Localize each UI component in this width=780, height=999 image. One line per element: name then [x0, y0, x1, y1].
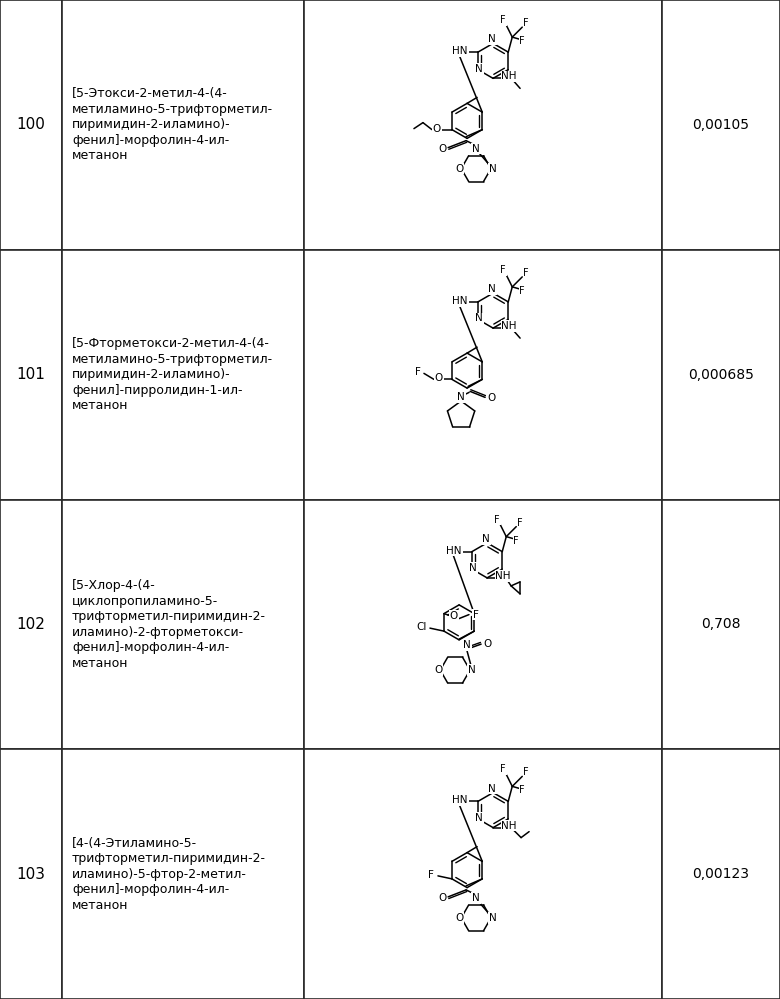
Text: N: N [489, 164, 497, 174]
Text: фенил]-морфолин-4-ил-: фенил]-морфолин-4-ил- [72, 883, 229, 896]
Text: F: F [428, 870, 434, 880]
Text: N: N [489, 913, 497, 923]
Text: F: F [519, 36, 525, 46]
Bar [662, 500, 780, 749]
Text: 100: 100 [16, 117, 45, 133]
Text: N: N [472, 144, 480, 154]
Bar [0, 250, 62, 500]
Text: N: N [463, 640, 471, 650]
Bar [62, 250, 304, 500]
Text: 103: 103 [16, 866, 45, 882]
Text: пиримидин-2-иламино)-: пиримидин-2-иламино)- [72, 118, 231, 132]
Text: N: N [482, 533, 490, 543]
Bar [304, 500, 662, 749]
Text: F: F [523, 268, 529, 278]
Text: O: O [455, 164, 463, 174]
Text: HN: HN [452, 795, 468, 805]
Text: N: N [472, 893, 480, 903]
Bar [62, 500, 304, 749]
Text: F: F [501, 15, 506, 25]
Text: N: N [475, 64, 483, 74]
Text: N: N [475, 314, 483, 324]
Text: F: F [517, 517, 523, 527]
Text: O: O [487, 394, 495, 404]
Text: O: O [433, 124, 441, 134]
Text: [5-Этокси-2-метил-4-(4-: [5-Этокси-2-метил-4-(4- [72, 87, 228, 100]
Bar [304, 250, 662, 500]
Text: O: O [438, 144, 446, 154]
Text: фенил]-морфолин-4-ил-: фенил]-морфолин-4-ил- [72, 641, 229, 654]
Text: F: F [501, 265, 506, 275]
Text: F: F [473, 609, 479, 619]
Text: O: O [455, 913, 463, 923]
Text: метанон: метанон [72, 899, 129, 912]
Text: 0,00105: 0,00105 [693, 118, 750, 132]
Text: [5-Хлор-4-(4-: [5-Хлор-4-(4- [72, 579, 156, 592]
Text: метанон: метанон [72, 400, 129, 413]
Text: O: O [434, 665, 442, 675]
Text: N: N [488, 783, 496, 793]
Bar [662, 749, 780, 999]
Text: HN: HN [446, 545, 462, 555]
Text: F: F [519, 286, 525, 296]
Text: NH: NH [495, 570, 511, 580]
Text: трифторметил-пиримидин-2-: трифторметил-пиримидин-2- [72, 610, 266, 623]
Text: Cl: Cl [417, 622, 427, 632]
Text: F: F [495, 514, 500, 524]
Bar [0, 500, 62, 749]
Text: 101: 101 [16, 367, 45, 383]
Text: трифторметил-пиримидин-2-: трифторметил-пиримидин-2- [72, 852, 266, 865]
Text: NH: NH [502, 71, 517, 81]
Text: [4-(4-Этиламино-5-: [4-(4-Этиламино-5- [72, 836, 197, 849]
Text: N: N [468, 665, 476, 675]
Bar [662, 0, 780, 250]
Bar [62, 749, 304, 999]
Bar [0, 0, 62, 250]
Text: O: O [483, 639, 491, 649]
Text: N: N [488, 34, 496, 44]
Bar [662, 250, 780, 500]
Text: фенил]-пирролидин-1-ил-: фенил]-пирролидин-1-ил- [72, 384, 243, 397]
Text: F: F [519, 785, 525, 795]
Text: F: F [523, 18, 529, 28]
Text: 0,708: 0,708 [701, 617, 741, 631]
Text: 0,000685: 0,000685 [688, 368, 754, 382]
Text: NH: NH [502, 820, 517, 830]
Text: F: F [523, 767, 529, 777]
Text: пиримидин-2-иламино)-: пиримидин-2-иламино)- [72, 368, 231, 382]
Text: O: O [450, 610, 458, 620]
Text: иламино)-2-фторметокси-: иламино)-2-фторметокси- [72, 625, 244, 638]
Bar [304, 749, 662, 999]
Text: фенил]-морфолин-4-ил-: фенил]-морфолин-4-ил- [72, 134, 229, 147]
Text: N: N [488, 284, 496, 294]
Text: N: N [457, 393, 465, 403]
Text: HN: HN [452, 296, 468, 306]
Text: метиламино-5-трифторметил-: метиламино-5-трифторметил- [72, 353, 273, 366]
Text: F: F [513, 535, 519, 545]
Text: иламино)-5-фтор-2-метил-: иламино)-5-фтор-2-метил- [72, 867, 247, 881]
Text: N: N [475, 813, 483, 823]
Text: NH: NH [502, 321, 517, 331]
Text: F: F [501, 764, 506, 774]
Text: O: O [438, 893, 446, 903]
Text: метанон: метанон [72, 150, 129, 163]
Text: HN: HN [452, 46, 468, 56]
Text: метиламино-5-трифторметил-: метиламино-5-трифторметил- [72, 103, 273, 116]
Bar [62, 0, 304, 250]
Text: F: F [415, 368, 421, 378]
Bar [304, 0, 662, 250]
Text: метанон: метанон [72, 656, 129, 669]
Text: циклопропиламино-5-: циклопропиламино-5- [72, 594, 218, 607]
Bar [0, 749, 62, 999]
Text: 102: 102 [16, 616, 45, 632]
Text: [5-Фторметокси-2-метил-4-(4-: [5-Фторметокси-2-метил-4-(4- [72, 337, 270, 350]
Text: 0,00123: 0,00123 [693, 867, 750, 881]
Text: O: O [434, 374, 443, 384]
Text: N: N [469, 563, 477, 573]
